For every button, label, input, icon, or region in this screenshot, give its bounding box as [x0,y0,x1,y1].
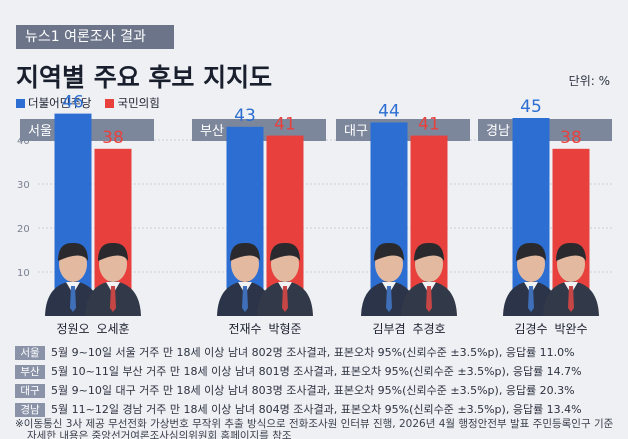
region-label: 대구 [344,124,368,139]
bar-value-label: 43 [234,106,256,126]
survey-notes: 서울 5월 9~10일 서울 거주 만 18세 이상 남녀 802명 조사결과, … [15,343,582,419]
legend-item-ppp: 국민의힘 [105,95,160,111]
note-row: 경남 5월 11~12일 경남 거주 만 18세 이상 남녀 804명 조사결과,… [15,400,582,419]
candidate-name: 추경호 [412,322,445,336]
candidate-portrait [401,242,457,316]
unit-label: 단위: % [568,74,610,88]
candidate-portrait [217,242,273,316]
note-region-tag: 경남 [15,402,45,417]
footnote-line-1: ※이동통신 3사 제공 무선전화 가상번호 무작위 추출 방식으로 전화조사원 … [15,418,614,430]
note-row: 서울 5월 9~10일 서울 거주 만 18세 이상 남녀 802명 조사결과, … [15,343,582,362]
candidate-name: 박형준 [268,322,301,336]
y-tick-label: 30 [17,180,30,191]
footnote: ※이동통신 3사 제공 무선전화 가상번호 무작위 추출 방식으로 전화조사원 … [15,418,613,439]
note-row: 대구 5월 9~10일 대구 거주 만 18세 이상 남녀 803명 조사결과, … [15,381,582,400]
y-tick-label: 20 [17,224,30,235]
legend-item-dem: 더불어민주당 [16,95,91,111]
region-label: 경남 [486,124,510,139]
note-text: 5월 11~12일 경남 거주 만 18세 이상 남녀 804명 조사결과, 표… [51,403,582,416]
bar-value-label: 38 [102,128,124,148]
note-region-tag: 대구 [15,383,45,398]
bar-value-label: 41 [418,115,440,135]
source-tag: 뉴스1 여론조사 결과 [16,25,174,49]
legend-swatch-dem [16,98,25,108]
bar-value-label: 46 [62,93,84,113]
candidate-name: 김경수 [514,322,547,336]
legend-label-ppp: 국민의힘 [117,96,160,110]
candidate-portrait [361,242,417,316]
note-text: 5월 9~10일 서울 거주 만 18세 이상 남녀 802명 조사결과, 표본… [51,346,575,359]
bar-value-label: 44 [378,101,400,121]
y-tick-label: 40 [17,136,30,147]
candidate-name: 박완수 [554,322,587,336]
candidate-name: 오세훈 [96,322,129,336]
candidate-portrait [85,242,141,316]
legend-swatch-ppp [105,98,115,108]
candidate-portrait [543,242,599,316]
note-text: 5월 9~10일 대구 거주 만 18세 이상 남녀 803명 조사결과, 표본… [51,384,575,397]
candidate-portrait [257,242,313,316]
legend: 더불어민주당 국민의힘 [16,95,160,111]
page-title: 지역별 주요 후보 지지도 [16,63,273,92]
candidate-name: 전재수 [228,322,261,336]
legend-label-dem: 더불어민주당 [28,96,92,110]
bar-value-label: 45 [520,97,542,117]
candidate-name: 정원오 [56,322,89,336]
bar-value-label: 38 [560,128,582,148]
bar-value-label: 41 [274,115,296,135]
region-label: 부산 [200,124,224,139]
note-text: 5월 10~11일 부산 거주 만 18세 이상 남녀 801명 조사결과, 표… [51,365,582,378]
region-label: 서울 [28,124,52,139]
footnote-line-2: 자세한 내용은 중앙선거여론조사심의위원회 홈페이지를 참조 [27,430,292,439]
note-region-tag: 부산 [15,364,45,379]
note-region-tag: 서울 [15,345,45,360]
note-row: 부산 5월 10~11일 부산 거주 만 18세 이상 남녀 801명 조사결과,… [15,362,582,381]
candidate-name: 김부겸 [372,322,405,336]
y-tick-label: 10 [17,268,30,279]
